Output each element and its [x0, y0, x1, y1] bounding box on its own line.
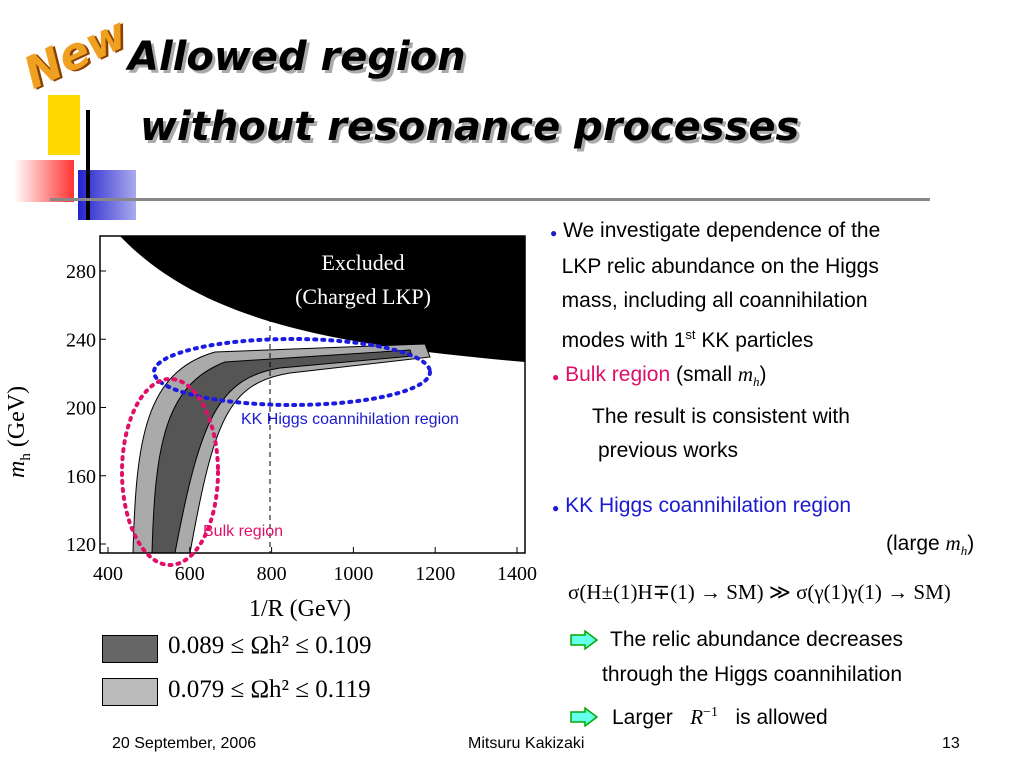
legend-label: 0.089 ≤ Ωh² ≤ 0.109	[168, 632, 372, 659]
y-axis-label: mh (GeV)	[4, 386, 35, 478]
text: Larger	[612, 706, 673, 729]
text: )	[967, 532, 975, 555]
legend-swatch-dark	[102, 635, 158, 663]
y-tick-label: 200	[66, 398, 96, 420]
legend-label: 0.079 ≤ Ωh² ≤ 0.119	[168, 676, 371, 703]
math: h	[960, 543, 968, 559]
legend-swatch-light	[102, 678, 158, 706]
math: −1	[703, 705, 718, 720]
footer-date: 20 September, 2006	[112, 735, 257, 752]
sup: st	[685, 327, 696, 342]
y-label-m: m	[4, 460, 30, 478]
text: (large	[886, 532, 940, 555]
math: h	[753, 374, 760, 390]
kk-annotation: KK Higgs coannihilation region	[241, 411, 459, 428]
text: )	[759, 363, 767, 386]
badge: New	[16, 7, 136, 100]
text: mass, including all coannihilation	[561, 289, 868, 312]
bullet-head: KK Higgs coannihilation region	[565, 494, 852, 517]
title: without resonance processes	[140, 104, 800, 150]
y-label-unit: (GeV)	[4, 385, 30, 448]
excluded-region	[120, 236, 525, 362]
rule	[50, 198, 930, 201]
deco-line	[86, 110, 90, 220]
text: The result is consistent with	[592, 405, 850, 428]
x-tick-label: 1000	[333, 563, 373, 585]
excluded-label: Excluded	[321, 250, 404, 275]
x-tick-label: 400	[93, 563, 123, 585]
y-tick-label: 160	[66, 466, 96, 488]
math: m	[945, 531, 961, 555]
text: Larger R−1 is allowed	[612, 705, 828, 730]
text: through the Higgs coannihilation	[602, 663, 903, 686]
plot: Excluded (Charged LKP) KK Higgs coannihi…	[66, 235, 537, 622]
text: (small	[676, 363, 732, 386]
frame	[99, 235, 526, 554]
bullet-head: Bulk region	[565, 363, 671, 386]
y-tick-label: 240	[66, 329, 96, 351]
footer-author: Mitsuru Kakizaki	[468, 735, 585, 752]
text: KK particles	[695, 329, 814, 352]
x-tick-label: 1200	[415, 563, 455, 585]
x-axis-label: 1/R (GeV)	[249, 596, 351, 622]
excluded-label: (Charged LKP)	[295, 284, 431, 309]
text: modes with 1	[561, 329, 686, 352]
bullet-1: ● We investigate dependence of the LKP r…	[550, 219, 881, 352]
kk-ellipse	[152, 337, 432, 407]
text: The relic abundance decreases	[610, 628, 904, 651]
x-tick-label: 800	[257, 563, 287, 585]
bulk-ellipse	[120, 377, 220, 567]
x-tick-label: 1400	[497, 563, 537, 585]
text: (large mh)	[886, 531, 974, 559]
text: is allowed	[735, 706, 828, 729]
bulk-annotation: Bulk region	[203, 523, 283, 540]
title: Allowed region	[128, 34, 466, 80]
bullet-3: ● KK Higgs coannihilation region	[552, 494, 852, 517]
footer-page: 13	[942, 735, 960, 752]
formula: σ(H±(1)H∓(1) → SM) ≫ σ(γ(1)γ(1) → SM)	[568, 580, 951, 604]
text: LKP relic abundance on the Higgs	[561, 255, 879, 278]
y-label-sub: h	[17, 453, 34, 461]
text: previous works	[598, 439, 739, 462]
x-tick-label: 600	[175, 563, 205, 585]
math: m	[737, 362, 754, 386]
text: We investigate dependence of the	[563, 219, 881, 242]
math: R	[690, 705, 704, 729]
y-tick-label: 280	[66, 261, 96, 283]
y-tick-label: 120	[66, 534, 96, 556]
bullet-2: ● Bulk region (small mh)	[552, 362, 767, 390]
deco-red	[14, 160, 74, 202]
arrow-icon	[570, 630, 598, 650]
arrow-icon	[570, 707, 598, 727]
deco-yellow	[48, 95, 80, 155]
